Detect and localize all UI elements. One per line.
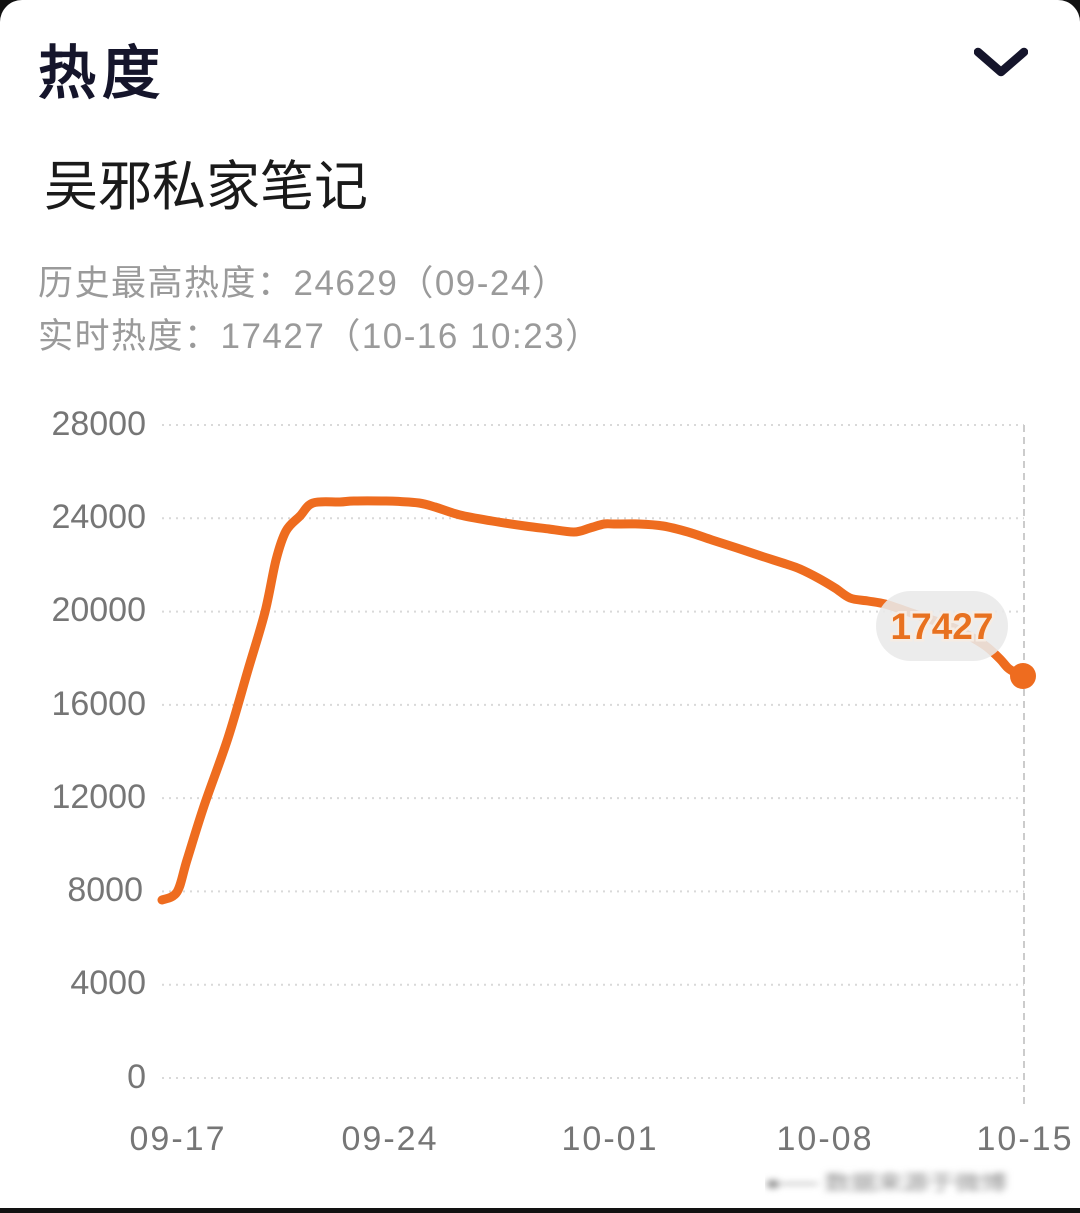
svg-text:17427: 17427 [891,606,994,647]
